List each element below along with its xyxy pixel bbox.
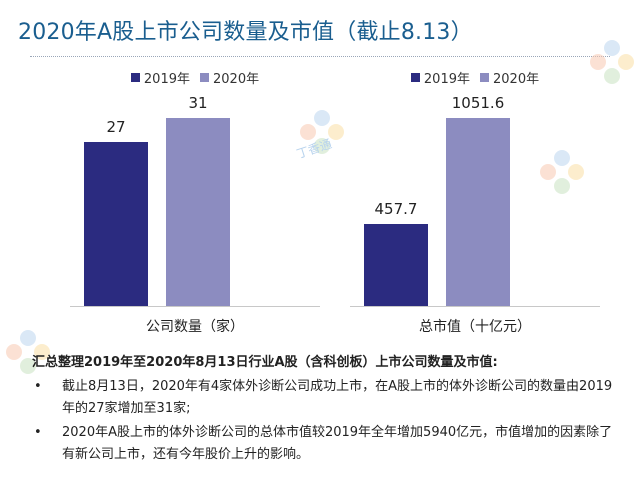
legend-item-2020: 2020年 — [480, 68, 539, 87]
chart-legend: 2019年 2020年 — [340, 68, 610, 87]
bullet-dot: • — [34, 379, 42, 394]
bar-value-label: 27 — [106, 118, 126, 136]
legend-swatch-2019 — [410, 73, 420, 82]
bar-value-label: 31 — [188, 94, 208, 112]
bar-value-label: 457.7 — [374, 200, 418, 218]
legend-item-2019: 2019年 — [130, 68, 190, 87]
company-count-chart: 2019年 2020年 公司数量（家） 27 31 — [60, 60, 330, 340]
bar-2020年 — [446, 118, 510, 306]
bullet-text: 2020年A股上市的体外诊断公司的总体市值较2019年全年增加5940亿元，市值… — [62, 425, 613, 462]
chart-legend: 2019年 2020年 — [60, 68, 330, 87]
legend-item-2020: 2020年 — [200, 68, 259, 87]
market-value-chart: 2019年 2020年 总市值（十亿元） 457.7 1051.6 — [340, 60, 610, 340]
legend-swatch-2020 — [200, 73, 209, 82]
x-category-label: 总市值（十亿元） — [419, 319, 531, 335]
bar-2019年 — [364, 224, 428, 306]
title-divider — [30, 56, 610, 57]
summary-heading: 汇总整理2019年至2020年8月13日行业A股（含科创板）上市公司数量及市值: — [32, 355, 498, 370]
bar-2020年 — [166, 118, 230, 306]
legend-swatch-2020 — [480, 73, 489, 82]
legend-item-2019: 2019年 — [410, 68, 470, 87]
page-title: 2020年A股上市公司数量及市值（截止8.13） — [18, 20, 473, 45]
bullet-dot: • — [34, 425, 42, 440]
bar-2019年 — [84, 142, 148, 306]
bar-value-label: 1051.6 — [451, 94, 505, 112]
summary-bullet: • 2020年A股上市的体外诊断公司的总体市值较2019年全年增加5940亿元，… — [32, 422, 622, 466]
x-axis-line — [350, 306, 600, 307]
summary-section: 汇总整理2019年至2020年8月13日行业A股（含科创板）上市公司数量及市值:… — [32, 352, 622, 466]
bullet-text: 截止8月13日，2020年有4家体外诊断公司成功上市，在A股上市的体外诊断公司的… — [62, 379, 613, 416]
x-category-label: 公司数量（家） — [146, 319, 244, 335]
x-axis-line — [70, 306, 320, 307]
legend-swatch-2019 — [130, 73, 140, 82]
summary-bullet: • 截止8月13日，2020年有4家体外诊断公司成功上市，在A股上市的体外诊断公… — [32, 376, 622, 420]
